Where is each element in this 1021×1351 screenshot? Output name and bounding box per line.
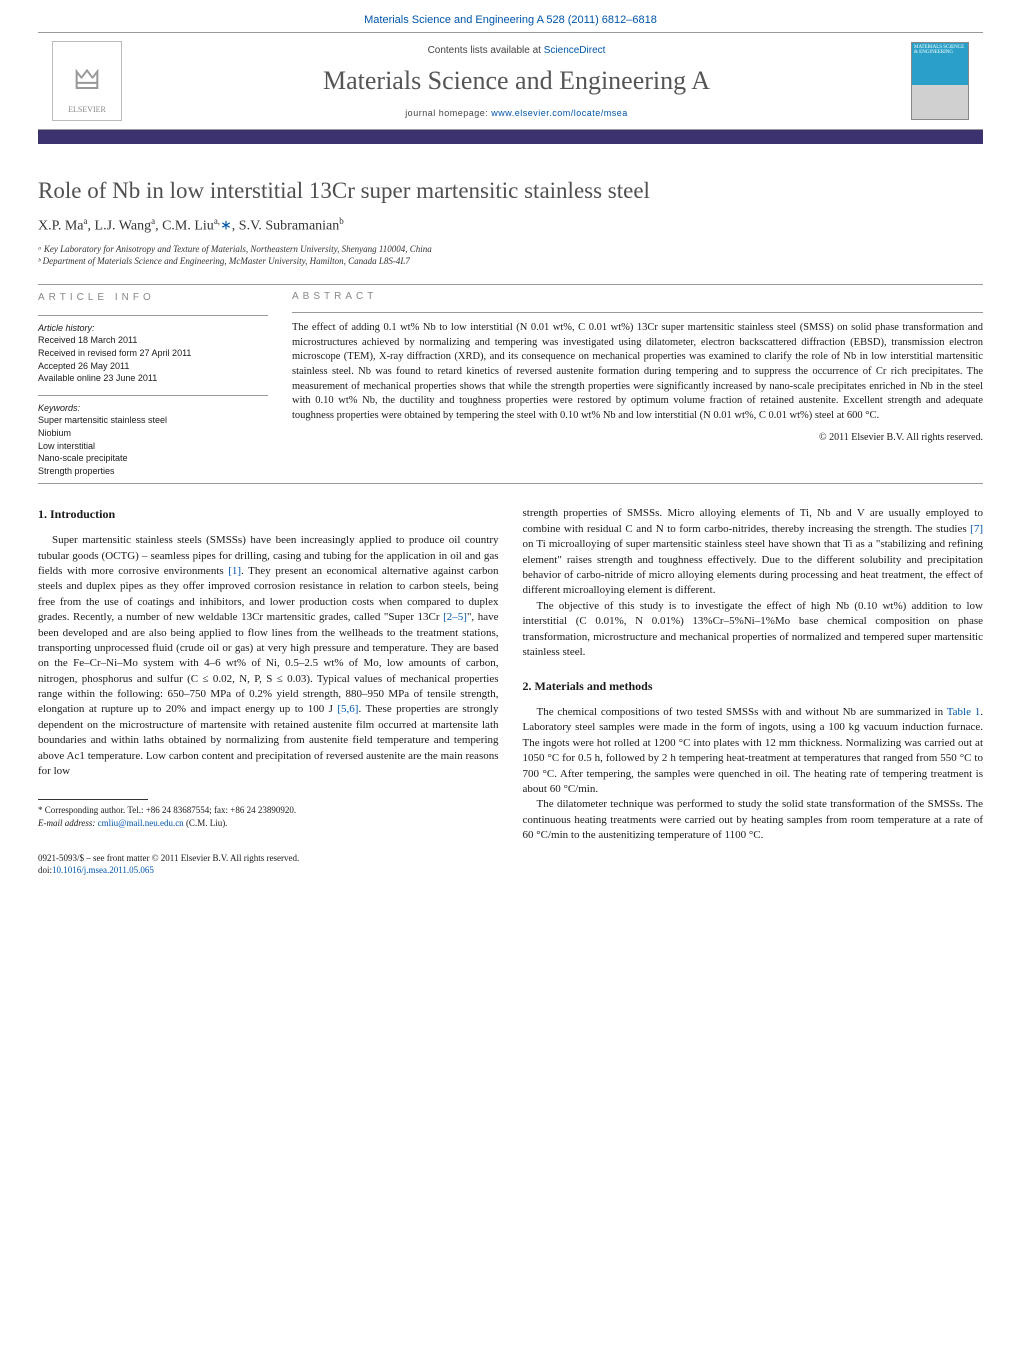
bottom-publication-info: 0921-5093/$ – see front matter © 2011 El…	[38, 852, 983, 876]
affil-sup: a	[84, 216, 88, 226]
email-footnote: E-mail address: cmliu@mail.neu.edu.cn (C…	[38, 817, 499, 829]
abstract-rule	[292, 312, 983, 313]
table-1-link[interactable]: Table 1	[947, 706, 981, 718]
keyword: Strength properties	[38, 465, 268, 478]
divider-bottom	[38, 483, 983, 484]
doi-link[interactable]: 10.1016/j.msea.2011.05.065	[52, 865, 154, 875]
intro-paragraph-1: Super martensitic stainless steels (SMSS…	[38, 533, 499, 779]
body-two-column: 1. Introduction Super martensitic stainl…	[38, 506, 983, 843]
keyword: Nano-scale precipitate	[38, 452, 268, 465]
info-abstract-row: article info Article history: Received 1…	[38, 291, 983, 478]
info-rule-2	[38, 395, 268, 396]
keyword: Niobium	[38, 427, 268, 440]
ref-link-1[interactable]: [1]	[228, 565, 241, 577]
email-label: E-mail address:	[38, 818, 98, 828]
journal-reference-header: Materials Science and Engineering A 528 …	[0, 0, 1021, 32]
elsevier-tree-icon: 🜲	[74, 48, 99, 105]
corresponding-footnote: * Corresponding author. Tel.: +86 24 836…	[38, 804, 499, 816]
abstract-block: abstract The effect of adding 0.1 wt% Nb…	[292, 291, 983, 478]
issn-line: 0921-5093/$ – see front matter © 2011 El…	[38, 852, 983, 864]
corresponding-asterisk[interactable]: ∗	[220, 219, 232, 234]
article-info-block: article info Article history: Received 1…	[38, 291, 268, 478]
doi-prefix: doi:	[38, 865, 52, 875]
affiliation-a: ᵃ Key Laboratory for Anisotropy and Text…	[38, 243, 983, 256]
affiliation-b: ᵇ Department of Materials Science and En…	[38, 255, 983, 268]
keyword: Super martensitic stainless steel	[38, 414, 268, 427]
sciencedirect-link[interactable]: ScienceDirect	[544, 45, 606, 56]
abstract-text: The effect of adding 0.1 wt% Nb to low i…	[292, 321, 983, 424]
history-online: Available online 23 June 2011	[38, 372, 268, 385]
elsevier-label: ELSEVIER	[68, 105, 106, 114]
author-sv-subramanian: S.V. Subramanian	[239, 219, 339, 234]
intro-text: ", have been developed and are also bein…	[38, 611, 499, 715]
author-cm-liu: C.M. Liu	[162, 219, 214, 234]
email-suffix: (C.M. Liu).	[184, 818, 228, 828]
history-label: Article history:	[38, 322, 268, 335]
ref-link-5-6[interactable]: [5,6]	[337, 703, 358, 715]
affil-sup: a	[151, 216, 155, 226]
methods-paragraph-2: The dilatometer technique was performed …	[523, 797, 984, 843]
footnotes: * Corresponding author. Tel.: +86 24 836…	[38, 804, 499, 828]
contents-prefix: Contents lists available at	[428, 45, 544, 56]
ref-link-7[interactable]: [7]	[970, 523, 983, 535]
history-received: Received 18 March 2011	[38, 334, 268, 347]
article-info-heading: article info	[38, 291, 268, 305]
abstract-heading: abstract	[292, 291, 983, 302]
affil-sup: b	[339, 216, 344, 226]
journal-cover-thumbnail: MATERIALS SCIENCE & ENGINEERING	[911, 42, 969, 120]
intro-text: on Ti microalloying of super martensitic…	[523, 538, 984, 596]
section-2-heading: 2. Materials and methods	[523, 678, 984, 695]
divider-top	[38, 284, 983, 285]
homepage-line: journal homepage: www.elsevier.com/locat…	[122, 108, 911, 118]
author-xp-ma: X.P. Ma	[38, 219, 84, 234]
methods-text: The chemical compositions of two tested …	[537, 706, 947, 718]
homepage-prefix: journal homepage:	[405, 108, 491, 118]
copyright-line: © 2011 Elsevier B.V. All rights reserved…	[292, 432, 983, 443]
right-column: strength properties of SMSSs. Micro allo…	[523, 506, 984, 843]
info-rule	[38, 315, 268, 316]
intro-paragraph-3: The objective of this study is to invest…	[523, 599, 984, 661]
email-link[interactable]: cmliu@mail.neu.edu.cn	[98, 818, 184, 828]
contents-lists-line: Contents lists available at ScienceDirec…	[122, 45, 911, 56]
history-revised: Received in revised form 27 April 2011	[38, 347, 268, 360]
methods-text: . Laboratory steel samples were made in …	[523, 706, 984, 795]
author-list: X.P. Maa, L.J. Wanga, C.M. Liua,∗, S.V. …	[38, 216, 983, 235]
keyword: Low interstitial	[38, 440, 268, 453]
section-1-heading: 1. Introduction	[38, 506, 499, 523]
doi-line: doi:10.1016/j.msea.2011.05.065	[38, 864, 983, 876]
elsevier-logo: 🜲 ELSEVIER	[52, 41, 122, 121]
history-accepted: Accepted 26 May 2011	[38, 360, 268, 373]
masthead: 🜲 ELSEVIER Contents lists available at S…	[38, 32, 983, 130]
homepage-link[interactable]: www.elsevier.com/locate/msea	[491, 108, 628, 118]
cover-text: MATERIALS SCIENCE & ENGINEERING	[914, 45, 964, 55]
intro-paragraph-2: strength properties of SMSSs. Micro allo…	[523, 506, 984, 598]
author-lj-wang: L.J. Wang	[95, 219, 152, 234]
journal-ref-link[interactable]: Materials Science and Engineering A 528 …	[364, 14, 657, 26]
footnote-rule	[38, 799, 148, 800]
affiliations: ᵃ Key Laboratory for Anisotropy and Text…	[38, 243, 983, 268]
keywords-label: Keywords:	[38, 402, 268, 415]
article-title: Role of Nb in low interstitial 13Cr supe…	[38, 178, 983, 204]
methods-paragraph-1: The chemical compositions of two tested …	[523, 705, 984, 797]
intro-text: strength properties of SMSSs. Micro allo…	[523, 507, 984, 534]
ref-link-2-5[interactable]: [2–5]	[443, 611, 467, 623]
purple-accent-bar	[38, 130, 983, 144]
left-column: 1. Introduction Super martensitic stainl…	[38, 506, 499, 843]
journal-title: Materials Science and Engineering A	[122, 66, 911, 96]
masthead-center: Contents lists available at ScienceDirec…	[122, 45, 911, 118]
